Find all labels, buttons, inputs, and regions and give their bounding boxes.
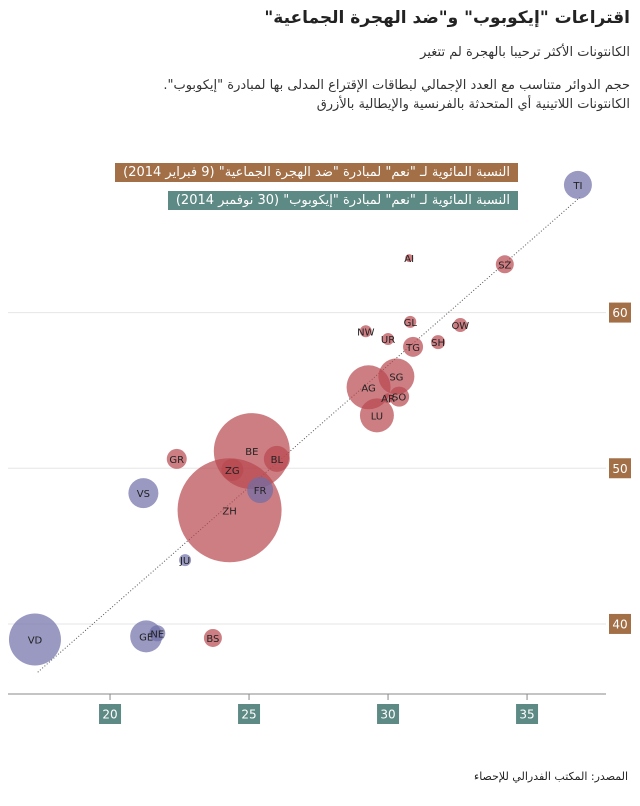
bubble-label: VD	[28, 636, 43, 647]
bubble-label: VS	[137, 489, 150, 500]
bubble	[179, 554, 192, 567]
x-tick-box	[238, 704, 261, 724]
y-tick-label: 60	[612, 306, 627, 320]
bubble-label: SH	[431, 338, 445, 349]
y-tick-label: 50	[612, 462, 627, 476]
chart-title: اقتراعات "إيكوبوب" و"ضد الهجرة الجماعية"	[264, 8, 630, 28]
bubble	[149, 625, 166, 642]
bubble-label: SO	[392, 393, 406, 404]
x-axis-label: النسبة المائوية لـ "نعم" لمبادرة "إيكوبو…	[167, 191, 518, 210]
bubble	[383, 393, 394, 404]
x-tick-label: 30	[380, 708, 395, 722]
bubble	[247, 477, 274, 504]
bubble-label: FR	[254, 486, 267, 497]
source: المصدر: المكتب الفدرالي للإحصاء	[474, 770, 628, 783]
bubble	[382, 333, 395, 346]
y-tick-label: 40	[612, 617, 627, 631]
x-tick-box	[377, 704, 400, 724]
bubble-label: AI	[404, 254, 414, 265]
bubble	[359, 325, 372, 338]
bubble-label: ZG	[225, 466, 240, 477]
bubble-label: SG	[389, 372, 403, 383]
bubble-label: UR	[381, 335, 395, 346]
bubble	[405, 254, 414, 263]
bubble	[389, 386, 410, 407]
y-tick-box	[609, 458, 631, 479]
y-axis-label: النسبة المائوية لـ "نعم" لمبادرة "ضد اله…	[115, 163, 518, 182]
x-tick-box	[99, 704, 122, 724]
bubble-label: GE	[139, 632, 153, 643]
bubble	[453, 318, 468, 333]
x-tick-box	[516, 704, 539, 724]
subtitle: الكانتونات الأكثر ترحيبا بالهجرة لم تتغي…	[420, 45, 630, 60]
bubble	[563, 170, 592, 199]
bubble	[221, 458, 244, 481]
subtitle: حجم الدوائر متناسب مع العدد الإجمالي لبط…	[163, 78, 630, 93]
bubble	[403, 336, 424, 357]
bubble-label: TG	[405, 343, 420, 354]
bubble	[203, 628, 222, 647]
bubble-label: NW	[357, 327, 374, 338]
bubble	[431, 335, 446, 350]
bubble-label: NE	[150, 629, 164, 640]
bubble	[166, 448, 187, 469]
bubble	[404, 315, 417, 328]
bubble-label: AR	[381, 394, 395, 405]
bubble-label: SZ	[498, 260, 511, 271]
x-tick-label: 20	[102, 708, 117, 722]
bubble-label: ZH	[222, 506, 236, 517]
bubble-label: AG	[361, 383, 375, 394]
bubble-label: BE	[245, 447, 258, 458]
bubble	[495, 255, 514, 274]
bubble-label: LU	[371, 411, 383, 422]
subtitle: الكانتونات اللاتينية أي المتحدثة بالفرنس…	[316, 97, 630, 112]
bubble	[8, 613, 61, 666]
y-tick-box	[609, 613, 631, 634]
bubble-label: GL	[404, 318, 418, 329]
bubble	[378, 358, 415, 395]
bubble	[128, 478, 159, 509]
bubble	[263, 445, 290, 472]
bubble-label: BL	[271, 455, 284, 466]
bubble	[359, 398, 394, 433]
bubble-label: BS	[206, 634, 219, 645]
x-tick-label: 25	[241, 708, 256, 722]
trendline	[37, 196, 581, 673]
y-tick-box	[609, 302, 631, 323]
x-tick-label: 35	[519, 708, 534, 722]
bubble-label: JU	[179, 556, 190, 567]
bubble-label: OW	[451, 321, 469, 332]
bubble-label: GR	[169, 455, 184, 466]
bubble-label: TI	[572, 181, 582, 192]
